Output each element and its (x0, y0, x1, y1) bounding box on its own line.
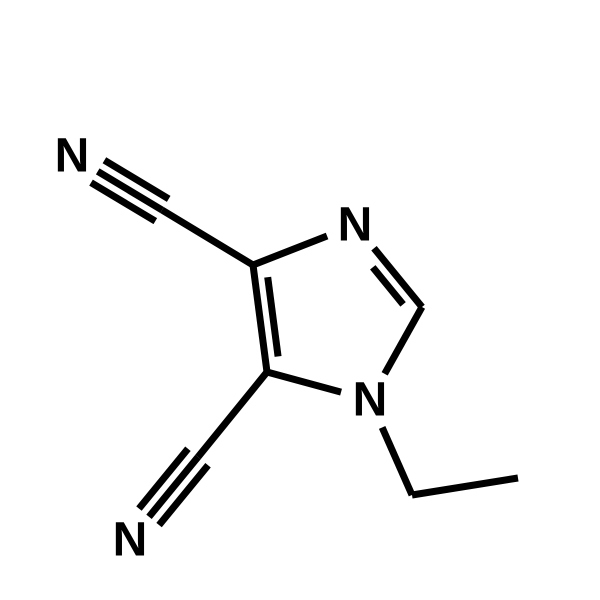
atom-label-n_bot: N (113, 514, 148, 567)
molecule-diagram: N N N N (0, 0, 600, 600)
atom-label-n_ring_top: N (338, 199, 373, 252)
bonds-group (91, 160, 518, 525)
atom-label-n_top: N (55, 130, 90, 183)
atom-label-n_ring_bot: N (353, 374, 388, 427)
